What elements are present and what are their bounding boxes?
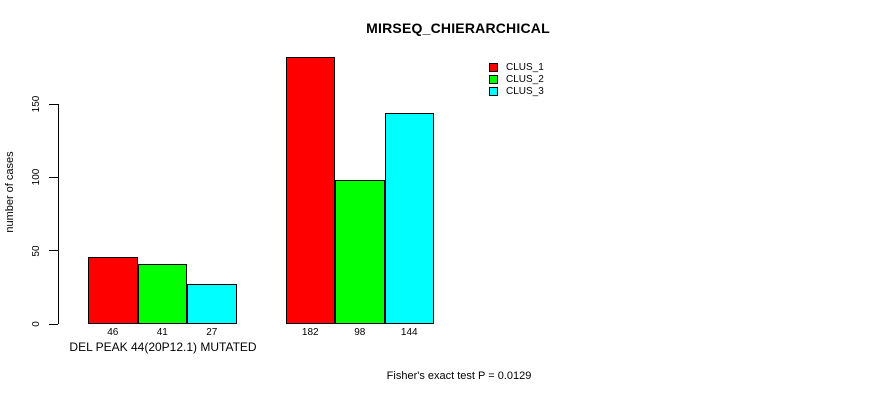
legend-swatch xyxy=(489,86,498,96)
y-axis-line xyxy=(58,104,59,324)
legend-item: CLUS_1 xyxy=(489,62,544,74)
bar-clus_2 xyxy=(335,180,385,324)
legend-swatch xyxy=(489,63,498,73)
y-tick-label: 50 xyxy=(31,245,42,257)
chart-title: MIRSEQ_CHIERARCHICAL xyxy=(366,20,550,36)
bar-value-label: 144 xyxy=(400,327,418,338)
bar-clus_1 xyxy=(285,57,335,324)
bar-value-label: 46 xyxy=(107,327,119,338)
legend-item-label: CLUS_1 xyxy=(506,62,544,74)
bar-clus_3 xyxy=(187,284,237,324)
legend-swatch xyxy=(489,75,498,85)
y-tick-label: 0 xyxy=(31,321,42,327)
bar-clus_2 xyxy=(137,263,187,324)
y-tick-label: 100 xyxy=(31,168,42,186)
y-tick xyxy=(49,103,58,105)
bar-value-label: 98 xyxy=(354,327,366,338)
y-axis-label: number of cases xyxy=(4,151,16,233)
pvalue-annotation: Fisher's exact test P = 0.0129 xyxy=(386,370,532,382)
legend-item-label: CLUS_3 xyxy=(506,85,544,97)
bar-value-label: 41 xyxy=(156,327,168,338)
legend: CLUS_1 CLUS_2 CLUS_3 xyxy=(489,62,544,97)
legend-item: CLUS_2 xyxy=(489,74,544,86)
legend-item-label: CLUS_2 xyxy=(506,74,544,86)
y-tick-label: 150 xyxy=(31,95,42,113)
bar-clus_3 xyxy=(384,112,434,324)
bar-clus_1 xyxy=(88,256,138,324)
y-tick xyxy=(49,176,58,178)
y-tick xyxy=(49,250,58,252)
group-label: DEL PEAK 44(20P12.1) MUTATED xyxy=(69,340,257,354)
bar-value-label: 182 xyxy=(301,327,319,338)
bar-value-label: 27 xyxy=(206,327,218,338)
y-tick xyxy=(49,323,58,325)
legend-item: CLUS_3 xyxy=(489,85,544,97)
